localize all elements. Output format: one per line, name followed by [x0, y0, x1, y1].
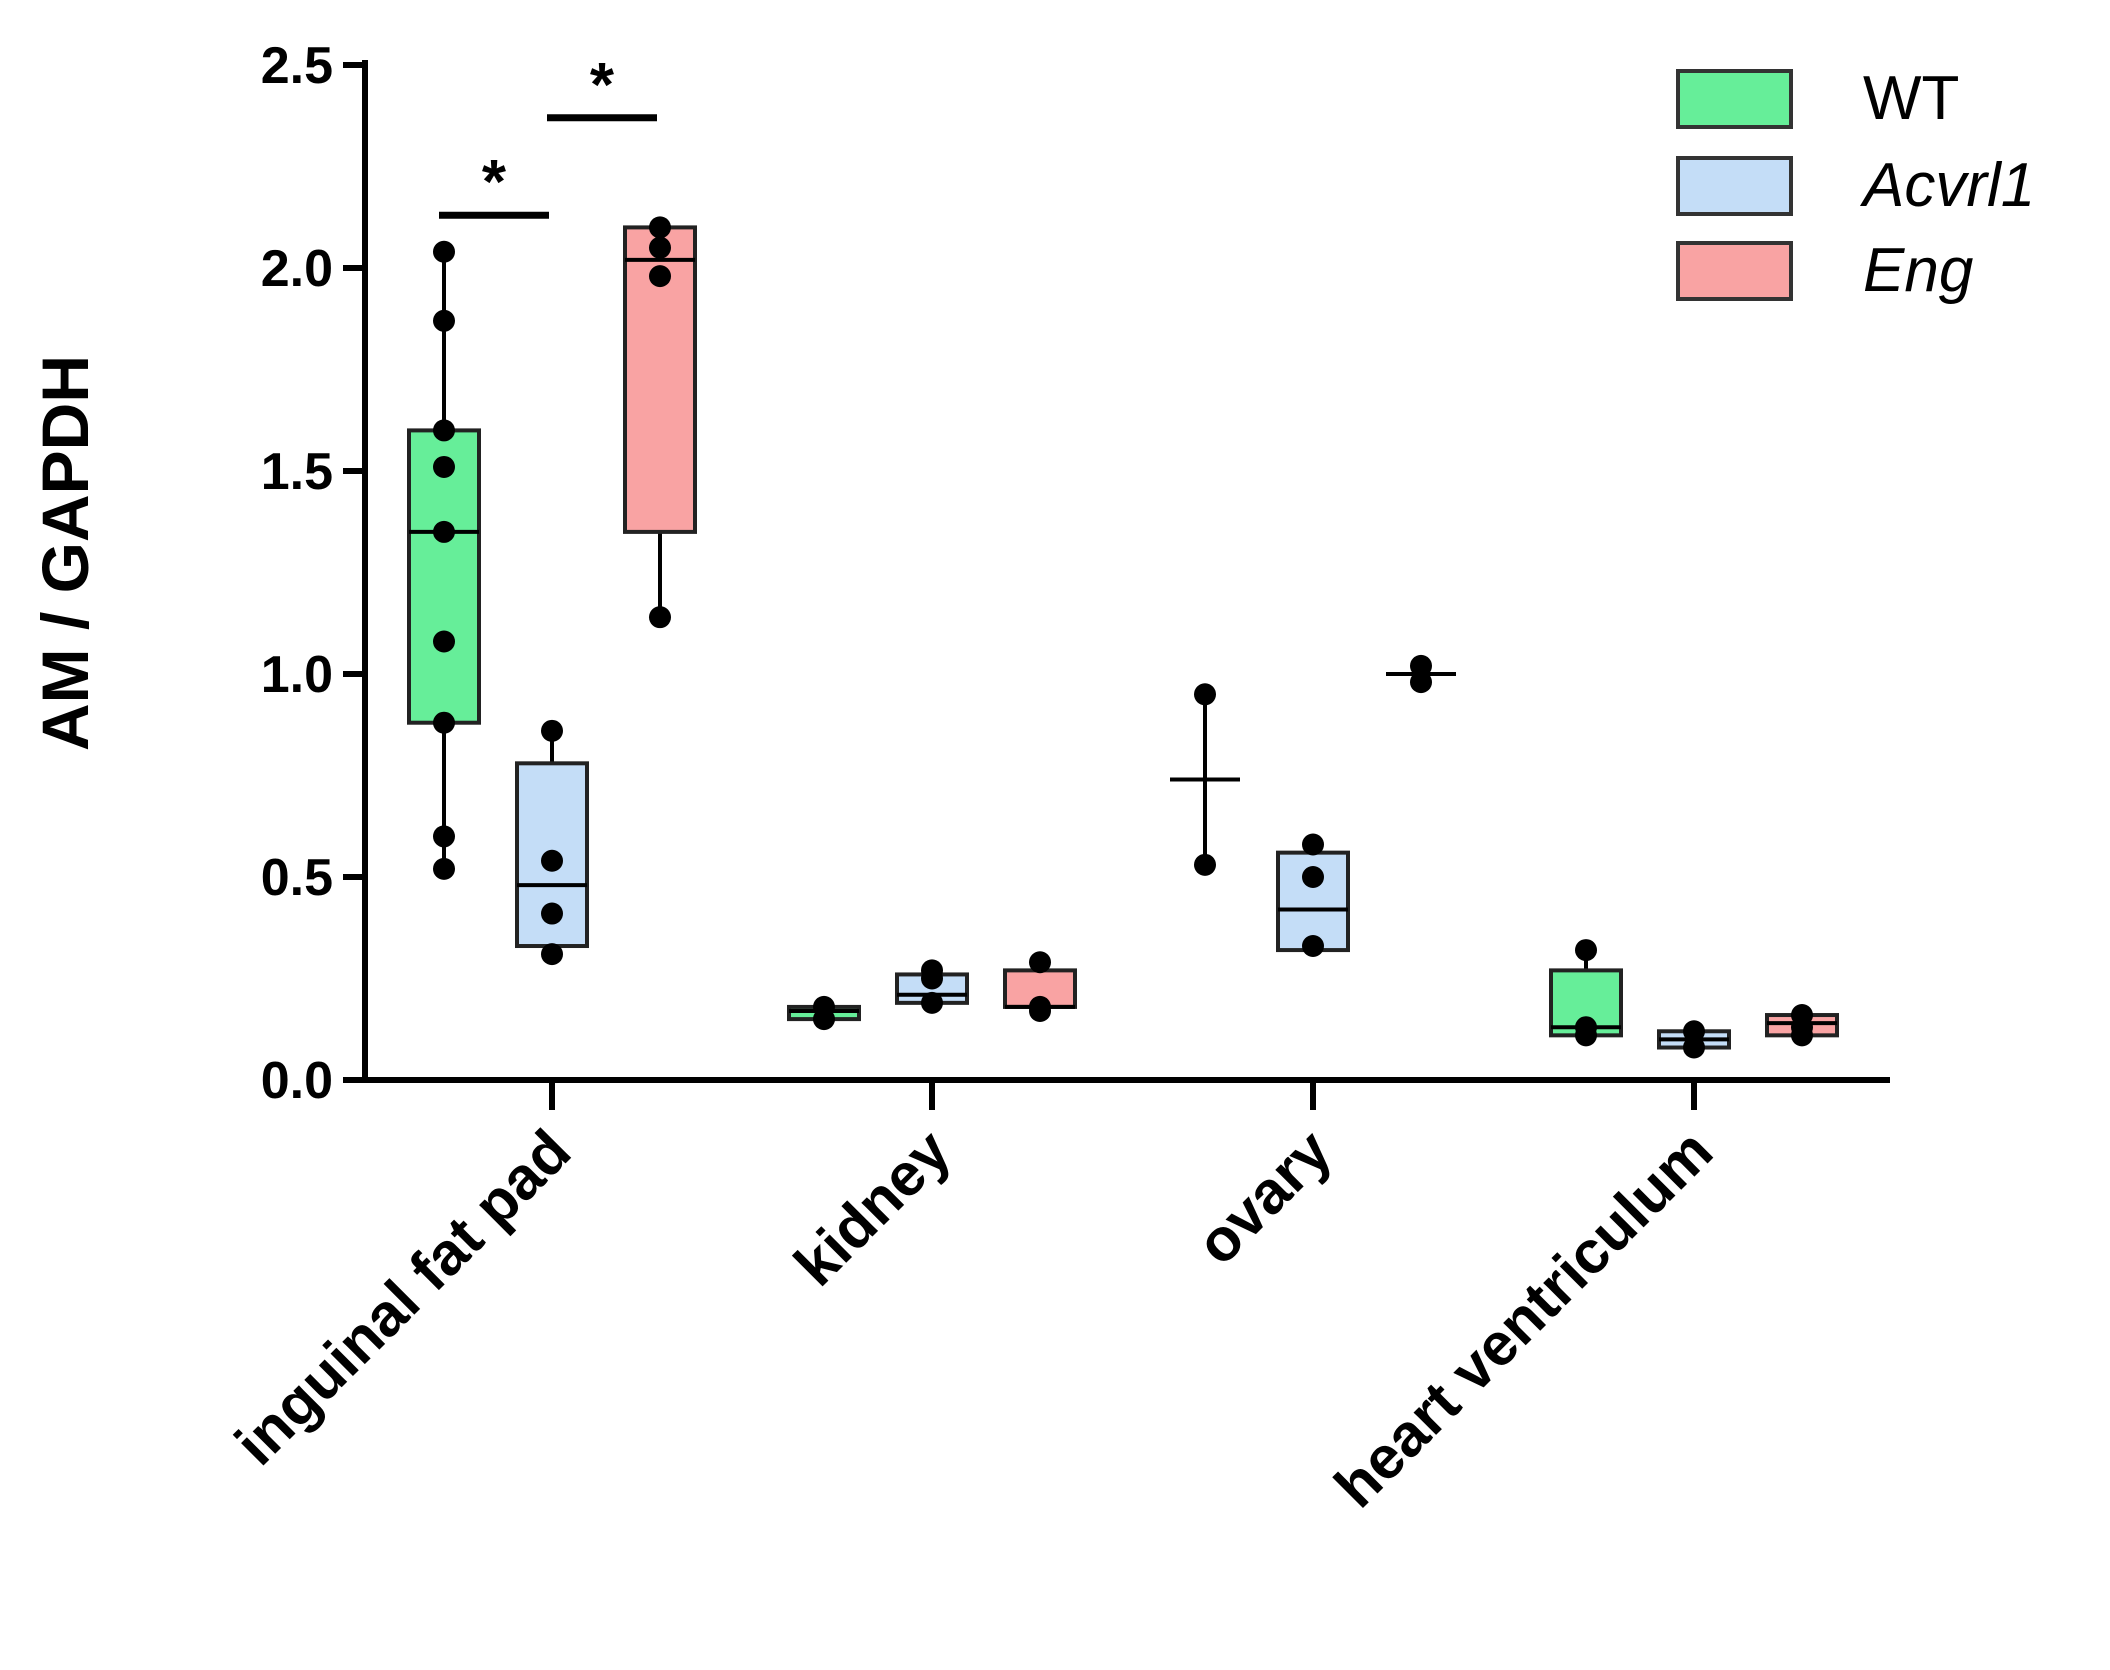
box-group: [1386, 654, 1456, 694]
data-point: [433, 857, 455, 880]
data-point: [433, 240, 455, 263]
data-point: [1575, 939, 1597, 962]
data-point: [1194, 683, 1216, 706]
box-group: [787, 995, 861, 1031]
data-point: [921, 991, 943, 1014]
significance-star: *: [482, 148, 507, 217]
box-group: [1657, 1020, 1731, 1059]
data-point: [649, 236, 671, 259]
y-tick-label: 2.0: [261, 240, 333, 298]
box-group: [1765, 1004, 1839, 1047]
box-group: [407, 240, 481, 880]
data-point: [541, 849, 563, 872]
data-point: [649, 606, 671, 629]
y-axis-label: AM / GAPDH: [28, 355, 102, 751]
box-group: [895, 959, 969, 1014]
data-point: [1302, 935, 1324, 958]
data-point: [649, 216, 671, 239]
legend-label: Acvrl1: [1859, 151, 2035, 220]
legend: WT Acvrl1 Eng: [1676, 64, 2035, 305]
significance-star: *: [590, 51, 615, 120]
data-point: [1302, 833, 1324, 856]
data-point: [1029, 995, 1051, 1018]
box-group: [1170, 683, 1240, 876]
data-point: [433, 630, 455, 653]
data-point: [813, 995, 835, 1018]
x-category-label: inguinal fat pad: [222, 1117, 583, 1478]
legend-swatch: [1676, 69, 1793, 129]
legend-label: WT: [1863, 64, 1959, 133]
y-tick-label: 1.0: [261, 646, 333, 704]
data-point: [433, 711, 455, 734]
box-group: [1549, 939, 1623, 1047]
data-point: [433, 419, 455, 442]
x-category-label: kidney: [781, 1116, 963, 1298]
box: [407, 428, 481, 725]
data-point: [649, 265, 671, 288]
y-tick-label: 1.5: [261, 443, 333, 501]
data-point: [433, 455, 455, 478]
data-point: [1575, 1016, 1597, 1039]
x-category-label: heart ventriculum: [1322, 1117, 1725, 1520]
y-tick-label: 0.0: [261, 1052, 333, 1110]
data-point: [433, 309, 455, 332]
data-point: [433, 825, 455, 848]
data-point: [433, 520, 455, 543]
legend-swatch: [1676, 156, 1793, 216]
box-group: [1003, 951, 1077, 1022]
data-point: [1410, 671, 1432, 694]
y-tick-label: 0.5: [261, 849, 333, 907]
data-point: [1194, 853, 1216, 876]
data-point: [541, 902, 563, 925]
data-point: [1683, 1036, 1705, 1059]
data-point: [1029, 951, 1051, 974]
data-point: [1791, 1004, 1813, 1027]
y-tick-label: 2.5: [261, 37, 333, 95]
data-point: [1302, 866, 1324, 888]
box-group: [1276, 833, 1350, 958]
data-point: [1410, 654, 1432, 677]
data-point: [541, 943, 563, 966]
box-group: [623, 216, 697, 629]
data-point: [921, 959, 943, 982]
data-point: [1683, 1020, 1705, 1043]
box-group: [515, 719, 589, 966]
x-category-label: ovary: [1184, 1116, 1345, 1277]
data-point: [541, 719, 563, 742]
legend-label: Eng: [1863, 236, 1973, 305]
legend-swatch: [1676, 241, 1793, 301]
plot-area: 0.0 0.5 1.0 1.5 2.0 2.5 inguinal fat pad kidney…: [222, 37, 1890, 1520]
